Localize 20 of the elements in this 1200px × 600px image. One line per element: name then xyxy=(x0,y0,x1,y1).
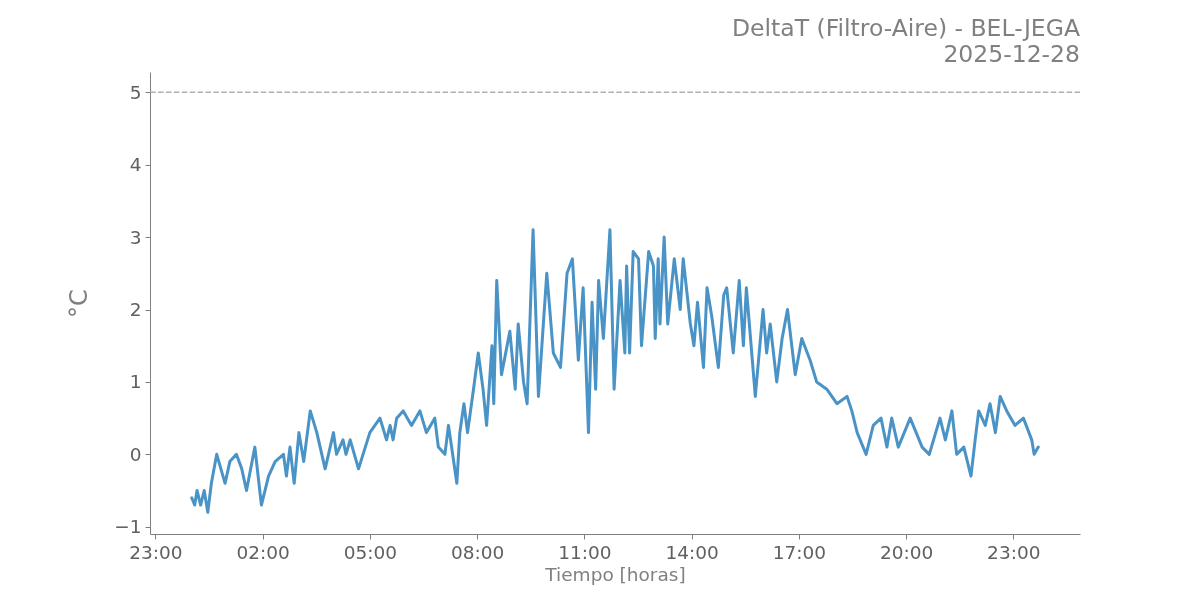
x-tick-label: 23:00 xyxy=(129,541,183,563)
x-tick-label: 20:00 xyxy=(879,541,934,563)
x-tick-label: 11:00 xyxy=(558,541,612,563)
y-tick-label: 1 xyxy=(129,371,142,393)
x-tick-label: 23:00 xyxy=(987,541,1041,563)
chart-title: DeltaT (Filtro-Aire) - BEL-JEGA xyxy=(732,14,1080,42)
x-tick-label: 02:00 xyxy=(236,541,290,563)
x-tick-label: 08:00 xyxy=(450,541,505,563)
x-axis-title: Tiempo [horas] xyxy=(544,564,686,585)
y-axis-title: °C xyxy=(65,289,94,318)
line-series xyxy=(190,228,1040,514)
y-tick-label: 5 xyxy=(129,81,142,103)
y-tick-label: 2 xyxy=(129,299,142,321)
y-tick-label: 4 xyxy=(129,154,142,176)
x-tick-label: 17:00 xyxy=(772,541,826,563)
y-tick-label: 3 xyxy=(129,226,142,248)
y-tick-label: −1 xyxy=(114,516,142,538)
x-tick-label: 05:00 xyxy=(343,541,397,563)
y-tick-label: 0 xyxy=(129,443,142,465)
x-tick-label: 14:00 xyxy=(665,541,719,563)
